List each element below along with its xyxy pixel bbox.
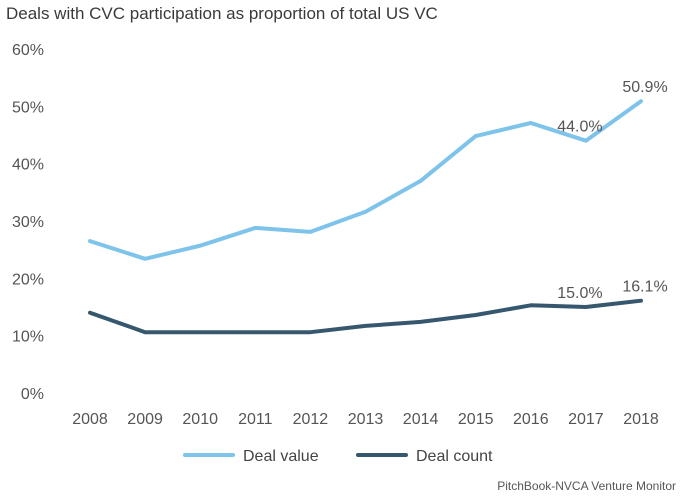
series-lines: [88, 99, 643, 335]
data-label: 50.9%: [622, 79, 667, 96]
data-label: 44.0%: [557, 119, 602, 136]
x-tick-label: 2015: [458, 411, 494, 428]
x-tick-label: 2012: [293, 411, 329, 428]
source-note: PitchBook-NVCA Venture Monitor: [497, 479, 676, 493]
data-label: 16.1%: [622, 279, 667, 296]
data-labels: 44.0% 50.9% 15.0% 16.1%: [557, 79, 667, 302]
x-axis: 2008 2009 2010 2011 2012 2013 2014 2015 2016 2017…: [72, 411, 659, 428]
y-tick-label: 0%: [21, 386, 44, 403]
y-tick-label: 60%: [12, 42, 44, 59]
x-tick-label: 2016: [513, 411, 549, 428]
legend: Deal value Deal count: [183, 448, 493, 465]
y-tick-label: 10%: [12, 329, 44, 346]
y-tick-label: 50%: [12, 99, 44, 116]
x-tick-label: 2017: [568, 411, 604, 428]
series-line: [88, 298, 643, 335]
y-tick-label: 20%: [12, 271, 44, 288]
y-axis: 0% 10% 20% 30% 40% 50% 60%: [12, 42, 44, 403]
data-label: 15.0%: [557, 285, 602, 302]
legend-label: Deal value: [243, 448, 319, 465]
x-tick-label: 2011: [238, 411, 273, 428]
x-tick-label: 2018: [623, 411, 659, 428]
chart-title: Deals with CVC participation as proporti…: [6, 4, 438, 23]
x-tick-label: 2010: [182, 411, 218, 428]
x-tick-label: 2008: [72, 411, 108, 428]
y-tick-label: 40%: [12, 157, 44, 174]
series-line: [88, 99, 643, 261]
x-tick-label: 2014: [403, 411, 439, 428]
x-tick-label: 2013: [348, 411, 384, 428]
legend-label: Deal count: [416, 448, 493, 465]
y-tick-label: 30%: [12, 214, 44, 231]
x-tick-label: 2009: [127, 411, 163, 428]
